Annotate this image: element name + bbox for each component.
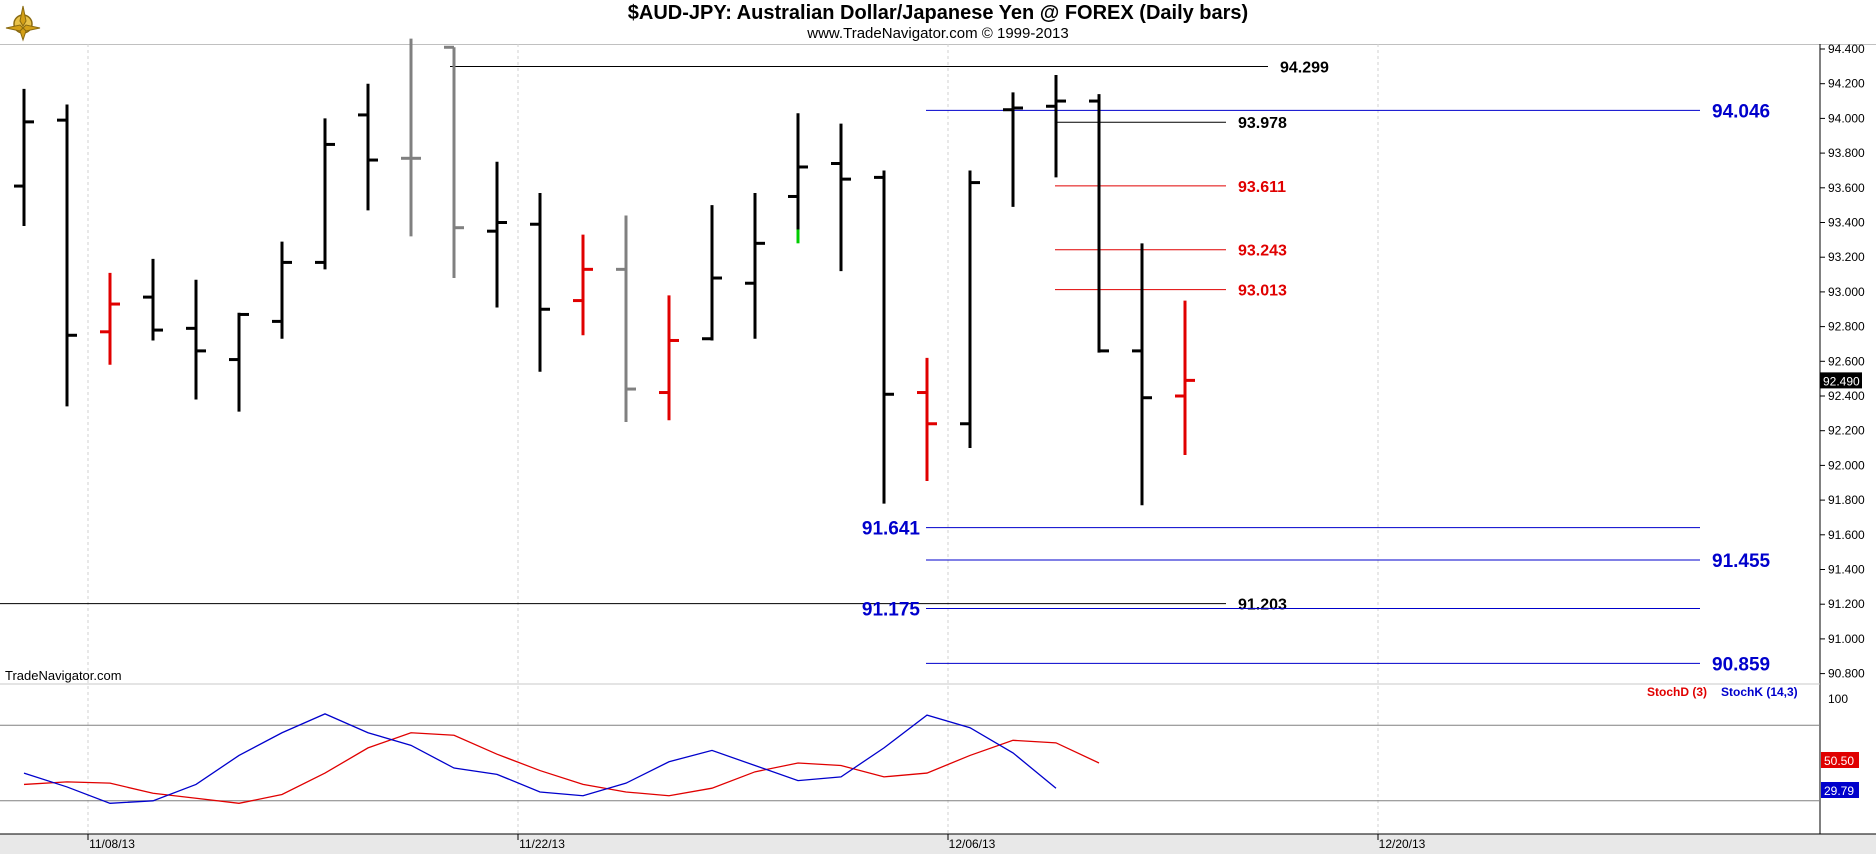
y-tick-label: 92.400 <box>1828 389 1865 403</box>
ohlc-bar <box>100 272 120 365</box>
y-tick-label: 91.800 <box>1828 493 1865 507</box>
last-price-tag <box>1820 372 1862 389</box>
ohlc-bar <box>960 170 980 449</box>
stoch-value-label: 50.50 <box>1824 754 1854 768</box>
ohlc-bar <box>573 234 593 336</box>
y-tick-label: 91.200 <box>1828 597 1865 611</box>
stoch-value-label: 29.79 <box>1824 784 1854 798</box>
stoch-series-blue <box>23 713 1057 804</box>
ohlc-bar <box>917 357 937 482</box>
level-lines: 94.299 94.046 93.978 93.611 93.243 93.013 91.6… <box>0 60 1771 675</box>
ohlc-bar <box>874 170 894 504</box>
y-tick-label: 92.000 <box>1828 458 1865 472</box>
chart-subtitle: www.TradeNavigator.com © 1999-2013 <box>807 25 1069 42</box>
x-axis: 11/08/13 11/22/13 12/06/13 12/20/13 <box>87 834 1426 851</box>
y-tick-label: 93.400 <box>1828 216 1865 230</box>
ohlc-bar <box>401 38 421 237</box>
level-label-93-611: 93.611 <box>1238 179 1286 196</box>
y-tick-label: 91.600 <box>1828 528 1865 542</box>
x-tick-label: 12/20/13 <box>1379 837 1426 851</box>
legend-stochd: StochD (3) <box>1647 685 1707 699</box>
ohlc-bar <box>272 241 292 339</box>
ohlc-bars <box>14 38 1195 506</box>
ohlc-bar <box>1132 243 1152 506</box>
legend-stochk: StochK (14,3) <box>1721 685 1798 699</box>
y-tick-label: 93.000 <box>1828 285 1865 299</box>
y-tick-label: 94.400 <box>1828 42 1865 56</box>
grid-lines <box>0 44 1876 854</box>
level-label-91-641: 91.641 <box>862 519 921 540</box>
y-tick-label: 94.200 <box>1828 77 1865 91</box>
y-tick-label: 94.000 <box>1828 111 1865 125</box>
y-tick-label: 93.600 <box>1828 181 1865 195</box>
y-tick-label: 91.000 <box>1828 632 1865 646</box>
level-label-93-978: 93.978 <box>1238 115 1287 132</box>
ohlc-bar <box>831 123 851 272</box>
ohlc-bar <box>530 193 550 372</box>
x-tick-label: 12/06/13 <box>949 837 996 851</box>
last-price-label: 92.490 <box>1823 374 1860 388</box>
chart-title: $AUD-JPY: Australian Dollar/Japanese Yen… <box>627 2 1249 24</box>
ohlc-bar <box>1089 94 1109 353</box>
y-tick-label: 92.600 <box>1828 354 1865 368</box>
ohlc-bar <box>659 295 679 421</box>
ohlc-bar <box>57 104 77 407</box>
stoch-value-tag <box>1821 782 1859 798</box>
level-label-93-013: 93.013 <box>1238 283 1287 300</box>
x-tick-label: 11/22/13 <box>519 837 565 851</box>
ohlc-bar <box>229 312 249 412</box>
stoch-value-tag <box>1821 752 1859 768</box>
y-tick-label: 90.800 <box>1828 667 1865 681</box>
ohlc-bar <box>788 113 808 242</box>
time-axis-band <box>0 834 1876 854</box>
ohlc-bar <box>444 45 464 279</box>
stoch-series-red <box>23 732 1100 804</box>
level-label-90-859: 90.859 <box>1712 654 1770 675</box>
compass-rose-logo-icon <box>5 5 41 42</box>
ohlc-bar <box>616 215 636 423</box>
level-label-94-046: 94.046 <box>1712 101 1770 122</box>
top-border <box>0 44 1876 45</box>
ohlc-bar <box>487 161 507 308</box>
stoch-y-tick-label: 100 <box>1828 692 1848 706</box>
ohlc-bar <box>1003 92 1023 207</box>
ohlc-bar <box>702 205 722 341</box>
y-axis: 90.800 91.000 91.200 91.400 91.600 91.800 92.0… <box>1820 42 1865 681</box>
ohlc-bar <box>358 83 378 211</box>
ohlc-bar <box>1046 75 1066 178</box>
x-tick-label: 11/08/13 <box>89 837 135 851</box>
level-label-91-175: 91.175 <box>862 600 921 621</box>
y-tick-label: 91.400 <box>1828 563 1865 577</box>
y-tick-label: 93.200 <box>1828 250 1865 264</box>
y-tick-label: 92.200 <box>1828 424 1865 438</box>
level-label-91-203: 91.203 <box>1238 597 1287 614</box>
level-label-91-455: 91.455 <box>1712 551 1771 572</box>
watermark-label: TradeNavigator.com <box>5 668 122 683</box>
ohlc-bar <box>186 279 206 400</box>
ohlc-bar <box>1175 300 1195 455</box>
y-tick-label: 92.800 <box>1828 320 1865 334</box>
y-tick-label: 93.800 <box>1828 146 1865 160</box>
level-label-93-243: 93.243 <box>1238 243 1287 260</box>
level-label-94-299: 94.299 <box>1280 60 1329 77</box>
stochastic-panel: 100 50.50 29.79 <box>0 692 1859 804</box>
ohlc-bar <box>14 88 34 226</box>
ohlc-bar <box>745 193 765 339</box>
ohlc-bar <box>143 258 163 341</box>
ohlc-bar <box>315 118 335 270</box>
